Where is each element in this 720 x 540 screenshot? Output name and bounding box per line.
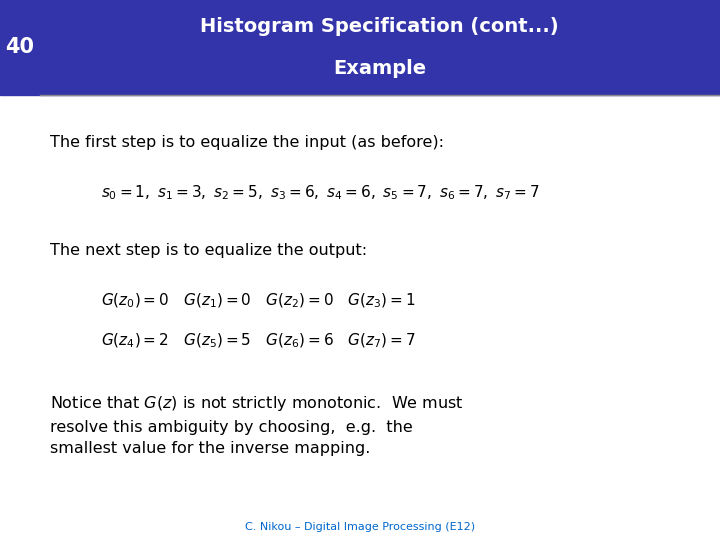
Text: Example: Example — [333, 58, 426, 78]
FancyBboxPatch shape — [0, 0, 40, 94]
Text: C. Nikou – Digital Image Processing (E12): C. Nikou – Digital Image Processing (E12… — [245, 522, 475, 531]
Text: The next step is to equalize the output:: The next step is to equalize the output: — [50, 243, 367, 258]
Text: $s_0 = 1,\ s_1 = 3,\ s_2 = 5,\ s_3 = 6,\ s_4 = 6,\ s_5 = 7,\ s_6 = 7,\ s_7 = 7$: $s_0 = 1,\ s_1 = 3,\ s_2 = 5,\ s_3 = 6,\… — [101, 184, 540, 202]
Text: $G(z_4)=2\quad G(z_5)=5\quad G(z_6)=6\quad G(z_7)=7$: $G(z_4)=2\quad G(z_5)=5\quad G(z_6)=6\qu… — [101, 332, 415, 350]
Text: Notice that $G(z)$ is not strictly monotonic.  We must
resolve this ambiguity by: Notice that $G(z)$ is not strictly monot… — [50, 394, 464, 456]
Text: 40: 40 — [5, 37, 35, 57]
Text: Histogram Specification (cont...): Histogram Specification (cont...) — [200, 17, 559, 36]
FancyBboxPatch shape — [40, 0, 720, 94]
Text: $G(z_0)=0\quad G(z_1)=0\quad G(z_2)=0\quad G(z_3)=1$: $G(z_0)=0\quad G(z_1)=0\quad G(z_2)=0\qu… — [101, 292, 415, 310]
Text: The first step is to equalize the input (as before):: The first step is to equalize the input … — [50, 135, 444, 150]
